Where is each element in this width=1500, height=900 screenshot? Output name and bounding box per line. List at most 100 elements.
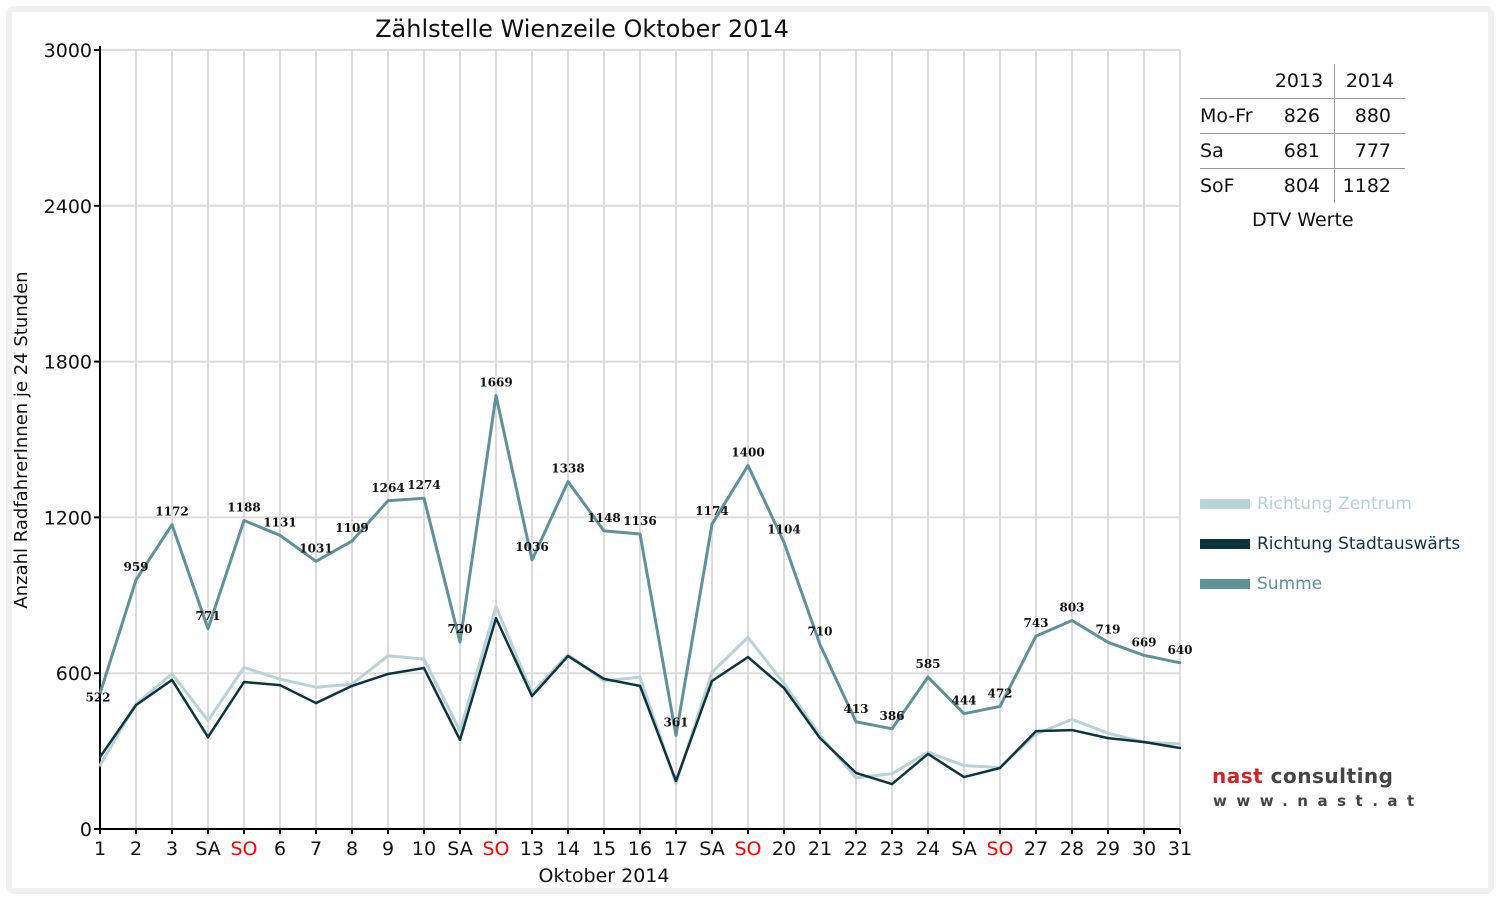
data-label: 1188 — [227, 501, 260, 515]
data-point — [458, 640, 462, 644]
data-point — [206, 735, 210, 739]
x-tick-label: 20 — [772, 838, 796, 860]
logo-url: www.nast.at — [1213, 792, 1424, 810]
data-point — [242, 666, 246, 669]
data-point — [278, 683, 282, 687]
data-point — [818, 736, 822, 740]
x-tick-label: 3 — [166, 838, 178, 860]
x-tick-label: SO — [986, 838, 1013, 860]
data-label: 771 — [195, 609, 220, 623]
data-point — [278, 534, 282, 537]
data-point — [854, 771, 858, 775]
data-point — [422, 496, 426, 500]
data-point — [890, 782, 894, 786]
data-point — [962, 712, 966, 715]
data-point — [746, 636, 750, 639]
data-point — [314, 701, 318, 705]
data-label: 640 — [1167, 643, 1192, 657]
data-label: 1031 — [299, 541, 332, 555]
data-point — [746, 464, 750, 467]
data-point — [1106, 641, 1110, 644]
data-point — [386, 672, 390, 676]
y-tick-label: 2400 — [44, 196, 92, 218]
data-point — [1142, 740, 1146, 744]
data-label: 1264 — [371, 481, 404, 495]
data-point — [818, 643, 822, 646]
data-point — [170, 672, 174, 675]
data-label: 1109 — [335, 521, 368, 535]
data-point — [926, 675, 930, 679]
data-point — [602, 679, 606, 683]
x-tick-label: 7 — [310, 838, 322, 860]
legend-label: Richtung Stadtauswärts — [1257, 534, 1461, 554]
data-label: 361 — [663, 715, 688, 729]
data-point — [134, 703, 138, 707]
x-tick-label: 2 — [130, 838, 142, 860]
data-point — [566, 654, 570, 658]
data-point — [458, 738, 462, 742]
data-point — [170, 523, 174, 526]
data-label: 803 — [1059, 600, 1084, 614]
x-tick-label: SO — [230, 838, 257, 860]
data-point — [998, 705, 1002, 708]
y-tick-label: 0 — [80, 819, 92, 841]
x-tick-label: 14 — [556, 838, 580, 860]
y-tick-label: 1200 — [44, 507, 92, 529]
data-point — [494, 605, 498, 608]
data-point — [638, 675, 642, 679]
data-point — [1070, 718, 1074, 721]
data-point — [422, 666, 426, 670]
data-point — [1034, 729, 1038, 733]
data-label: 743 — [1023, 616, 1048, 630]
legend-item-summe: Summe — [1200, 574, 1322, 594]
data-label: 720 — [447, 622, 472, 636]
logo-text-red: nast — [1212, 764, 1264, 788]
data-point — [98, 755, 102, 759]
x-tick-label: 29 — [1096, 838, 1120, 860]
data-point — [242, 680, 246, 684]
data-point — [1070, 619, 1074, 622]
data-point — [782, 541, 786, 544]
data-label: 1338 — [551, 462, 584, 476]
data-point — [206, 719, 210, 722]
x-tick-label: SA — [699, 838, 724, 860]
dtv-cell: 880 — [1334, 98, 1405, 134]
x-tick-label: SA — [447, 838, 472, 860]
data-point — [386, 499, 390, 502]
data-point — [926, 750, 930, 754]
y-tick-label: 3000 — [44, 40, 92, 62]
data-label: 386 — [879, 709, 904, 723]
y-tick-label: 1800 — [44, 352, 92, 374]
data-point — [674, 782, 678, 785]
x-tick-label: 15 — [592, 838, 616, 860]
data-point — [1142, 654, 1146, 657]
data-label: 444 — [951, 694, 976, 708]
dtv-cell: 1182 — [1342, 175, 1391, 197]
data-point — [1178, 661, 1182, 665]
data-point — [710, 522, 714, 526]
data-point — [638, 532, 642, 536]
data-point — [1178, 742, 1182, 746]
data-point — [1106, 731, 1110, 735]
data-point — [566, 480, 570, 483]
data-point — [674, 734, 678, 737]
data-point — [134, 578, 138, 582]
data-point — [98, 764, 102, 767]
legend-label: Summe — [1257, 574, 1323, 594]
x-tick-label: 8 — [346, 838, 358, 860]
legend-swatch — [1200, 579, 1250, 589]
x-tick-label: 10 — [412, 838, 436, 860]
data-label: 522 — [85, 690, 110, 704]
data-label: 472 — [987, 686, 1012, 700]
data-point — [926, 752, 930, 756]
data-point — [242, 519, 246, 522]
data-point — [386, 654, 390, 658]
data-point — [1070, 728, 1074, 732]
dtv-cell: 777 — [1334, 133, 1405, 169]
logo-text-gray: consulting — [1270, 764, 1394, 788]
data-point — [710, 670, 714, 674]
data-label: 1131 — [263, 515, 296, 529]
data-point — [890, 727, 894, 730]
data-label: 1148 — [587, 511, 620, 525]
y-tick-label: 600 — [56, 663, 92, 685]
